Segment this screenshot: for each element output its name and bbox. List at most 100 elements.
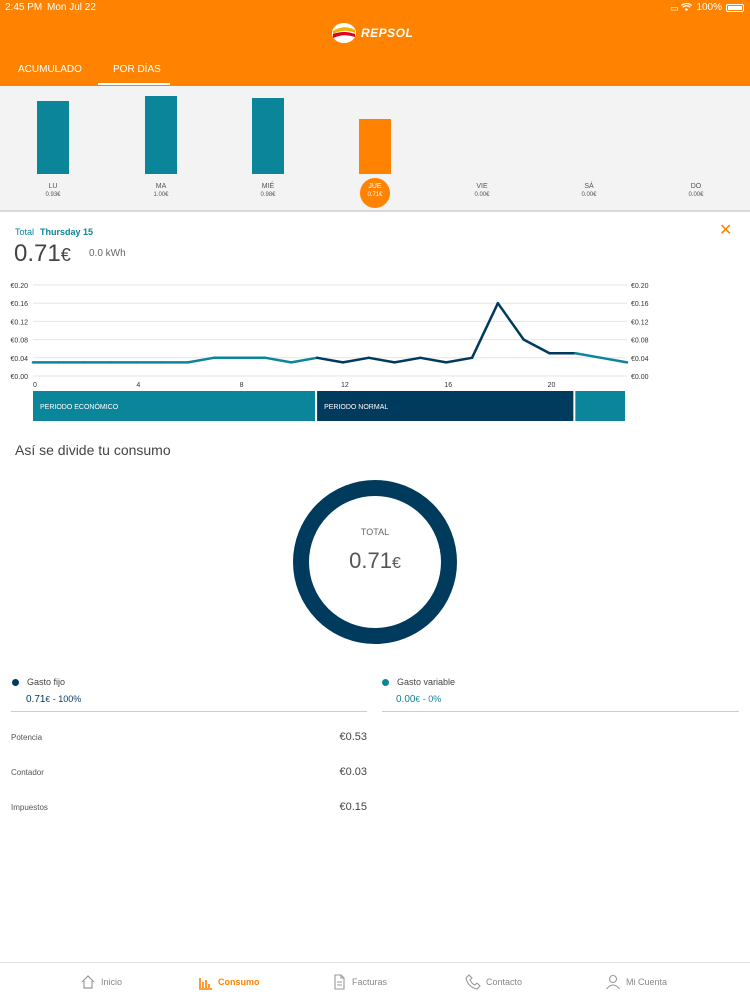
x-tick: 16 xyxy=(444,382,452,389)
day-label[interactable]: MA xyxy=(155,183,167,190)
tab-por-dias[interactable]: POR DÍAS xyxy=(113,64,161,75)
nav-facturas-label: Facturas xyxy=(352,977,388,987)
repsol-logo-icon xyxy=(332,23,356,43)
line-segment xyxy=(522,338,551,355)
status-right: 100% xyxy=(681,2,744,13)
bottom-nav: Inicio Consumo Facturas Contacto Mi Cuen… xyxy=(0,962,750,1000)
day-value: 0.93€ xyxy=(45,192,61,198)
phone-icon xyxy=(465,974,481,990)
wifi-icon xyxy=(681,3,693,11)
row-impuestos-label: Impuestos xyxy=(11,803,48,812)
line-segment xyxy=(574,352,603,360)
hourly-line-chart: €0.00 €0.00 €0.04 €0.04 €0.08 €0.08 €0.12 €0.12… xyxy=(10,283,649,421)
fixed-cost-dot xyxy=(12,679,19,686)
donut-label: TOTAL xyxy=(360,527,390,537)
day-label[interactable]: DO xyxy=(690,183,702,190)
day-bar-0[interactable] xyxy=(37,101,69,174)
row-impuestos-value: €0.15 xyxy=(339,801,367,813)
y-tick-right: €0.00 xyxy=(631,374,649,381)
row-contador-label: Contador xyxy=(11,768,44,777)
y-tick-right: €0.20 xyxy=(631,283,649,290)
nav-inicio-label: Inicio xyxy=(101,977,123,987)
line-segment xyxy=(186,356,216,364)
donut-value: 0.71€ xyxy=(330,548,420,574)
total-amount-currency: € xyxy=(60,245,71,265)
line-segment xyxy=(496,301,525,341)
y-tick-left: €0.12 xyxy=(10,319,28,326)
period-label: PERIODO ECONÓMICO xyxy=(40,402,119,411)
nav-mi-cuenta-label: Mi Cuenta xyxy=(626,977,668,987)
ipad-icon: ▭ xyxy=(670,3,679,13)
status-bar: 2:45 PM Mon Jul 22 ▭ 100% xyxy=(0,0,750,16)
total-amount-value: 0.71 xyxy=(14,240,61,267)
nav-facturas[interactable]: Facturas xyxy=(331,974,387,990)
day-value: 0.00€ xyxy=(688,192,704,198)
day-value: 0.98€ xyxy=(260,192,276,198)
y-tick-left: €0.08 xyxy=(10,338,28,345)
line-segment xyxy=(444,356,474,364)
user-icon xyxy=(606,974,620,990)
chart-icon xyxy=(199,978,212,990)
line-segment xyxy=(341,356,370,364)
fixed-cost-label: Gasto fijo xyxy=(27,677,66,687)
day-value: 0.00€ xyxy=(581,192,597,198)
period-tabs: ACUMULADO POR DÍAS xyxy=(0,56,750,86)
line-segment xyxy=(264,356,293,364)
nav-consumo[interactable]: Consumo xyxy=(197,974,260,990)
period-band-0 xyxy=(33,391,316,421)
x-tick: 20 xyxy=(548,382,556,389)
line-segment xyxy=(470,301,500,360)
variable-cost-label: Gasto variable xyxy=(397,677,456,687)
day-bar-2[interactable] xyxy=(252,97,284,174)
close-icon[interactable]: ✕ xyxy=(719,222,733,239)
y-tick-right: €0.04 xyxy=(631,356,649,363)
period-label: PERIODO NORMAL xyxy=(324,404,388,411)
day-label[interactable]: VIE xyxy=(476,183,488,190)
fixed-cost-value: 0.71€ - 100% xyxy=(26,694,81,705)
day-value: 0.71€ xyxy=(367,192,383,198)
home-icon xyxy=(81,975,95,989)
nav-contacto[interactable]: Contacto xyxy=(465,974,522,990)
nav-inicio[interactable]: Inicio xyxy=(80,974,122,990)
y-tick-left: €0.00 xyxy=(10,374,28,381)
y-tick-left: €0.04 xyxy=(10,356,28,363)
active-tab-indicator xyxy=(98,83,170,85)
y-tick-left: €0.16 xyxy=(10,301,28,308)
selected-day-marker[interactable] xyxy=(360,178,390,208)
nav-contacto-label: Contacto xyxy=(486,977,523,987)
fixed-cost-percent: - 100% xyxy=(52,694,82,704)
donut-amount: 0.71 xyxy=(349,548,392,573)
donut-ring-fixed xyxy=(293,480,457,644)
nav-consumo-label: Consumo xyxy=(218,977,260,987)
day-bar-1[interactable] xyxy=(145,96,177,174)
status-time: 2:45 PM xyxy=(5,2,43,13)
section-title: Así se divide tu consumo xyxy=(15,442,171,458)
row-contador-value: €0.03 xyxy=(339,766,367,778)
status-date: Mon Jul 22 xyxy=(47,2,96,13)
day-bar-3[interactable] xyxy=(359,118,391,174)
x-tick: 4 xyxy=(136,382,140,389)
weekly-bar-chart: LU 0.93€ MA 1.00€ MIÉ 0.98€ JUE 0.71€ VIE 0.00€ SÁ… xyxy=(0,86,750,212)
day-label[interactable]: LU xyxy=(48,183,58,190)
donut-chart xyxy=(293,480,457,644)
period-band-1 xyxy=(317,391,574,421)
brand-name: REPSOL xyxy=(361,26,414,40)
document-icon xyxy=(334,974,345,990)
line-segment xyxy=(393,356,422,364)
day-label[interactable]: MIÉ xyxy=(261,183,275,190)
nav-mi-cuenta[interactable]: Mi Cuenta xyxy=(605,974,667,990)
x-tick: 12 xyxy=(341,382,349,389)
battery-percent: 100% xyxy=(696,2,722,13)
variable-cost-dot xyxy=(382,679,389,686)
variable-cost-amount: 0.00 xyxy=(396,694,416,705)
day-value: 0.00€ xyxy=(474,192,490,198)
selected-date: Thursday 15 xyxy=(40,227,94,237)
day-label[interactable]: JUE xyxy=(368,183,382,190)
fixed-cost-divider xyxy=(11,711,367,712)
tab-acumulado[interactable]: ACUMULADO xyxy=(18,64,82,75)
line-segment xyxy=(419,356,448,364)
fixed-cost-currency: € xyxy=(45,695,50,704)
period-band-2 xyxy=(575,391,625,421)
line-segment xyxy=(290,356,319,364)
day-label[interactable]: SÁ xyxy=(584,183,594,190)
